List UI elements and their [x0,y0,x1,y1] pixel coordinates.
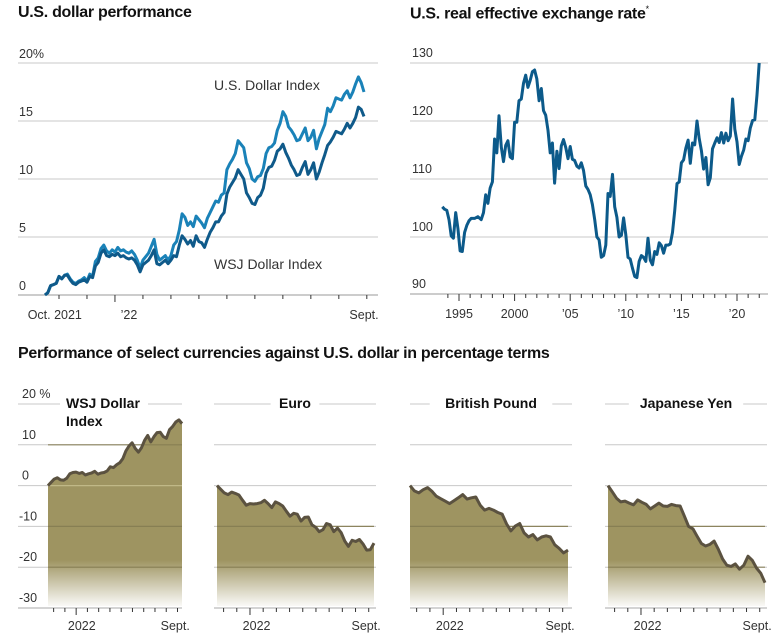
series-line [606,484,767,584]
series-label-usdx: U.S. Dollar Index [214,77,320,93]
series-label-wsj: WSJ Dollar Index [214,256,322,272]
y-tick-label: 0 [22,469,29,483]
area-fill [608,485,765,606]
x-tick-label: 2022 [436,619,464,633]
x-tick-label: 2000 [501,307,529,321]
y-tick-label: 20 % [22,387,51,401]
series-line [408,484,569,555]
y-tick-label: -20 [19,550,37,564]
x-tick-label: Sept. [742,619,771,633]
series-line [215,484,376,552]
y-tick-label: 20% [19,47,44,61]
x-tick-label: 2022 [243,619,271,633]
panel-british-pound: 2022 Sept. British Pound [408,395,575,633]
y-tick-label: 130 [412,46,433,60]
y-tick-label: 5 [19,221,26,235]
y-tick-label: 90 [412,277,426,291]
x-tick-label: ’22 [121,308,138,322]
x-tick-label: ’15 [673,307,690,321]
y-tick-label: 0 [19,279,26,293]
x-tick-label: 2022 [68,619,96,633]
x-tick-label: ’05 [562,307,579,321]
panel-euro: 2022 Sept. Euro [214,395,381,633]
panel-title: Japanese Yen [640,395,732,411]
title-backdrop [270,401,320,407]
x-tick-label: Sept. [351,619,380,633]
series-line [46,418,184,487]
y-tick-label: -10 [19,509,37,523]
area-fill [217,485,374,606]
y-tick-label: 120 [412,104,433,118]
x-tick-label: Sept. [161,619,190,633]
usd-performance-chart: 0 5 10 15 20% Oct. 2021 ’22 Sept. U.S. Dollar In… [18,47,379,322]
reer-title: U.S. real effective exchange rate* [410,4,649,23]
panel-title: Index [66,413,103,429]
panel-japanese-yen: 2022 Sept. Japanese Yen [605,395,772,633]
reer-chart: 90 100 110 120 130 1995 2000 ’05 ’10 ’15 ’20 [410,46,768,321]
small-multiples-chart: -30 -20 -10 0 10 20 % 2022 Sept. WSJ Dollar Index… [18,387,772,633]
panel-wsj-dollar-index: 2022 Sept. WSJ Dollar Index [18,395,190,633]
usd-performance-title: U.S. dollar performance [18,4,192,21]
panel-title: British Pound [445,395,537,411]
x-tick-label: Sept. [349,308,378,322]
x-tick-label: 2022 [634,619,662,633]
title-backdrop [429,401,553,407]
panel-title: WSJ Dollar [66,395,140,411]
x-tick-label: Oct. 2021 [28,308,82,322]
y-tick-label: -30 [19,591,37,605]
panel-title: Euro [279,395,311,411]
x-tick-label: ’20 [729,307,746,321]
small-multiples-title: Performance of select currencies against… [18,345,550,362]
x-tick-label: 1995 [445,307,473,321]
area-fill [48,419,182,606]
area-fill [410,485,568,606]
y-tick-label: 110 [412,162,432,176]
series-line-wsj-dollar-index [44,105,366,297]
y-tick-label: 15 [19,105,33,119]
y-tick-label: 10 [19,163,33,177]
title-backdrop [628,401,744,407]
x-tick-label: Sept. [545,619,574,633]
y-tick-label: 10 [22,428,36,442]
footnote-marker: * [645,4,650,14]
x-tick-label: ’10 [617,307,634,321]
y-tick-label: 100 [412,220,433,234]
series-line-reer [441,62,761,280]
